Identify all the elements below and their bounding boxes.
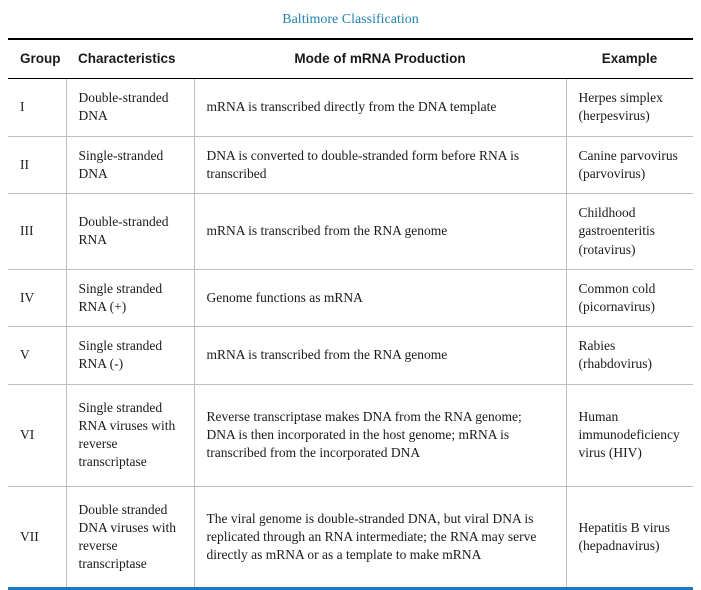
cell-mode: Genome functions as mRNA (193, 268, 566, 327)
table-row: III Double-stranded RNA mRNA is transcri… (8, 193, 693, 270)
table-row: I Double-stranded DNA mRNA is transcribe… (8, 78, 693, 137)
cell-mode: The viral genome is double-stranded DNA,… (193, 485, 566, 589)
table-row: II Single-stranded DNA DNA is converted … (8, 135, 693, 194)
cell-characteristics: Single stranded RNA viruses with reverse… (65, 383, 194, 486)
cell-example: Hepatitis B virus (hepadnavirus) (565, 485, 693, 589)
table-row: V Single stranded RNA (-) mRNA is transc… (8, 326, 693, 385)
cell-example: Common cold (picornavirus) (565, 268, 693, 327)
baltimore-classification-table: Group Characteristics Mode of mRNA Produ… (8, 38, 693, 590)
cell-characteristics: Single stranded RNA (-) (65, 326, 194, 385)
cell-group: I (20, 99, 25, 115)
cell-characteristics: Single-stranded DNA (65, 135, 194, 194)
cell-example: Human immunodeficiency virus (HIV) (565, 383, 693, 486)
cell-characteristics: Double stranded DNA viruses with reverse… (65, 485, 194, 589)
cell-mode: DNA is converted to double-stranded form… (193, 135, 566, 194)
cell-group: II (8, 135, 66, 194)
cell-group: VII (8, 485, 66, 589)
cell-example: Childhood gastroenteritis (rotavirus) (565, 193, 693, 270)
cell-mode: mRNA is transcribed from the RNA genome (193, 193, 566, 270)
table-row: VI Single stranded RNA viruses with reve… (8, 383, 693, 486)
cell-mode: mRNA is transcribed directly from the DN… (193, 78, 566, 137)
cell-example: Herpes simplex (herpesvirus) (565, 78, 693, 137)
cell-group: VI (8, 383, 66, 486)
header-mode: Mode of mRNA Production (194, 39, 566, 80)
cell-mode: mRNA is transcribed from the RNA genome (193, 326, 566, 385)
table-header-row: Group Characteristics Mode of mRNA Produ… (8, 39, 693, 80)
cell-group: IV (8, 268, 66, 327)
table-row: IV Single stranded RNA (+) Genome functi… (8, 268, 693, 327)
cell-group: V (8, 326, 66, 385)
cell-characteristics: Double-stranded DNA (65, 78, 194, 137)
cell-group: III (8, 193, 66, 270)
cell-example: Rabies (rhabdovirus) (565, 326, 693, 385)
cell-mode: Reverse transcriptase makes DNA from the… (193, 383, 566, 486)
header-group: Group (8, 39, 66, 80)
table-row: VII Double stranded DNA viruses with rev… (8, 485, 693, 589)
table-title-link[interactable]: Baltimore Classification (282, 12, 419, 27)
header-example: Example (566, 39, 693, 80)
cell-characteristics: Double-stranded RNA (65, 193, 194, 270)
cell-characteristics: Single stranded RNA (+) (65, 268, 194, 327)
cell-example: Canine parvovirus (parvovirus) (565, 135, 693, 194)
header-characteristics: Characteristics (66, 39, 194, 80)
